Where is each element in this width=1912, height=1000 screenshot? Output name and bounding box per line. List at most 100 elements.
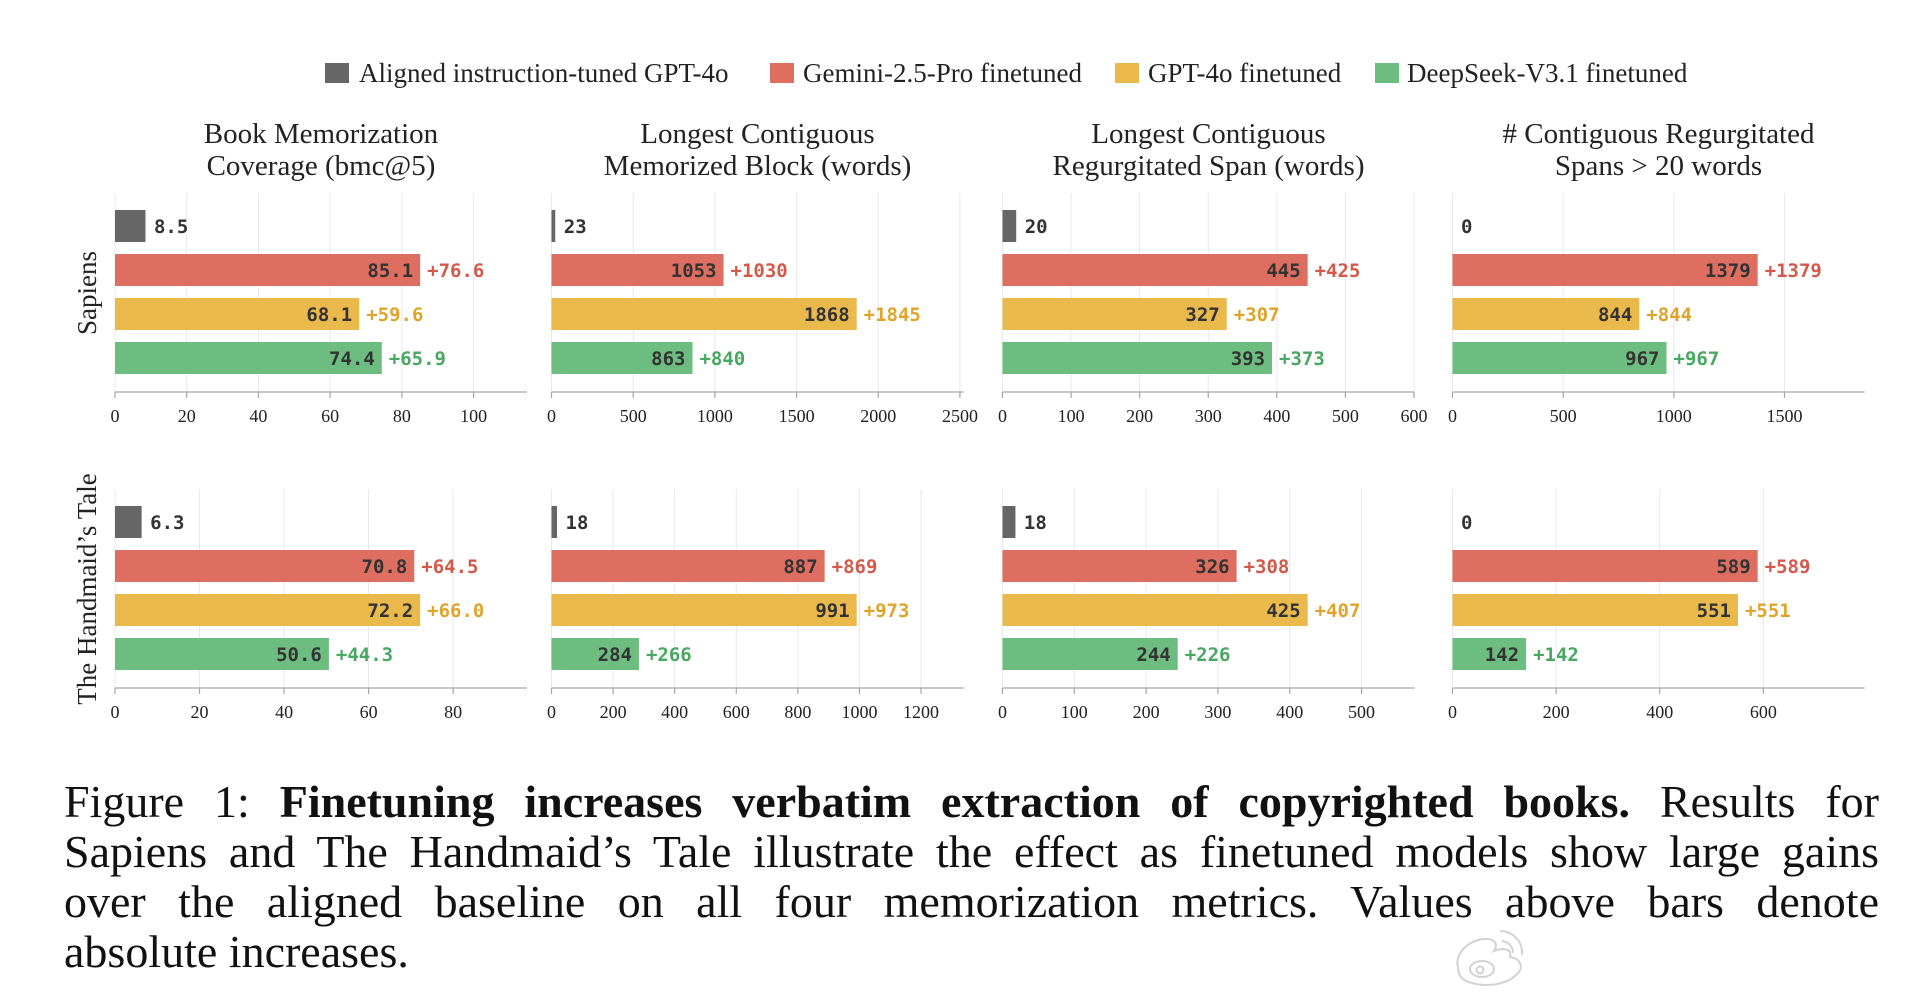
figure-chart: Aligned instruction-tuned GPT-4o Gemini-… [72, 58, 1865, 722]
bar-sapiens-longest-block-gpt4o [551, 298, 857, 330]
x-tick-label: 100 [1058, 406, 1085, 426]
bar-sapiens-longest-block-gemini [551, 254, 724, 286]
column-title-span-count-line-1: # Contiguous Regurgitated [1502, 118, 1815, 150]
x-tick-label: 500 [1348, 702, 1375, 722]
panel-sapiens-longest-block: 0 500 1000 1500 2000 2500 23 1053 +1030 1868 +1845… [547, 193, 978, 426]
bar-sapiens-bmc-deepseek [115, 342, 382, 374]
x-tick-label: 200 [600, 702, 627, 722]
value-label-gemini: 1053 [671, 260, 717, 282]
value-label-gemini: 326 [1195, 556, 1229, 578]
bar-handmaids-tale-longest-span-gpt4o [1002, 594, 1308, 626]
x-tick-label: 500 [1550, 406, 1577, 426]
row-label-sapiens: Sapiens [72, 251, 102, 335]
value-label-aligned-gpt4o: 6.3 [150, 512, 184, 534]
value-label-aligned-gpt4o: 20 [1025, 216, 1048, 238]
legend: Aligned instruction-tuned GPT-4o Gemini-… [325, 58, 1688, 88]
bar-sapiens-longest-block-deepseek [551, 342, 693, 374]
x-tick-label: 600 [723, 702, 750, 722]
value-label-aligned-gpt4o: 8.5 [154, 216, 188, 238]
bar-handmaids-tale-longest-span-gemini [1002, 550, 1237, 582]
legend-swatch-gemini [770, 63, 794, 83]
legend-swatch-deepseek [1375, 63, 1399, 83]
x-tick-label: 800 [784, 702, 811, 722]
increase-label-gemini: +1030 [731, 260, 788, 282]
x-tick-label: 1500 [1766, 406, 1802, 426]
increase-label-gemini: +64.5 [421, 556, 478, 578]
x-tick-label: 40 [275, 702, 293, 722]
caption-line-4: absolute increases. [64, 926, 409, 977]
x-tick-label: 0 [1448, 702, 1457, 722]
x-tick-label: 400 [1646, 702, 1673, 722]
value-label-gemini: 589 [1716, 556, 1750, 578]
row-label-handmaids-tale: The Handmaid’s Tale [72, 473, 102, 705]
value-label-deepseek: 74.4 [329, 348, 375, 370]
bar-sapiens-span-count-gpt4o [1452, 298, 1640, 330]
watermark-weibo-logo-icon [1456, 929, 1524, 986]
column-title-longest-block-line-1: Longest Contiguous [640, 118, 874, 150]
bar-sapiens-longest-span-deepseek [1002, 342, 1273, 374]
bar-sapiens-longest-span-gemini [1002, 254, 1308, 286]
x-tick-label: 400 [1276, 702, 1303, 722]
x-tick-label: 40 [249, 406, 267, 426]
x-tick-label: 1000 [697, 406, 733, 426]
increase-label-gpt4o: +59.6 [366, 304, 423, 326]
increase-label-gemini: +589 [1765, 556, 1811, 578]
value-label-gpt4o: 551 [1697, 600, 1731, 622]
x-tick-label: 2500 [942, 406, 978, 426]
value-label-gemini: 887 [783, 556, 817, 578]
x-tick-label: 1200 [903, 702, 939, 722]
x-tick-label: 0 [1448, 406, 1457, 426]
increase-label-deepseek: +373 [1279, 348, 1325, 370]
value-label-aligned-gpt4o: 18 [1024, 512, 1047, 534]
x-tick-label: 80 [393, 406, 411, 426]
value-label-deepseek: 863 [651, 348, 685, 370]
x-tick-label: 100 [460, 406, 487, 426]
increase-label-gemini: +76.6 [427, 260, 484, 282]
bar-sapiens-bmc-gemini [115, 254, 421, 286]
value-label-deepseek: 284 [598, 644, 632, 666]
bar-handmaids-tale-longest-span-deepseek [1002, 638, 1178, 670]
caption-title: Finetuning increases verbatim extraction… [279, 776, 1631, 827]
x-tick-label: 80 [444, 702, 462, 722]
increase-label-gpt4o: +844 [1646, 304, 1692, 326]
increase-label-gemini: +1379 [1765, 260, 1822, 282]
increase-label-deepseek: +266 [646, 644, 692, 666]
panel-handmaids-tale-longest-span: 0 100 200 300 400 500 18 326 +308 425 +407 244 +226 [998, 489, 1415, 722]
x-tick-label: 200 [1126, 406, 1153, 426]
value-label-aligned-gpt4o: 0 [1461, 216, 1472, 238]
value-label-gpt4o: 327 [1185, 304, 1219, 326]
x-tick-label: 1000 [1656, 406, 1692, 426]
x-tick-label: 300 [1204, 702, 1231, 722]
value-label-gemini: 85.1 [367, 260, 413, 282]
column-titles: Book Memorization Coverage (bmc@5) Longe… [204, 118, 1815, 182]
bar-sapiens-span-count-deepseek [1452, 342, 1667, 374]
watermark [1456, 929, 1524, 986]
increase-label-gpt4o: +307 [1234, 304, 1280, 326]
legend-label-deepseek: DeepSeek-V3.1 finetuned [1407, 58, 1688, 88]
x-tick-label: 400 [1263, 406, 1290, 426]
caption-text-start: Results for [1659, 776, 1879, 827]
bar-handmaids-tale-longest-block-deepseek [551, 638, 639, 670]
column-title-longest-block-line-2: Memorized Block (words) [604, 150, 912, 182]
x-tick-label: 0 [111, 406, 120, 426]
bar-sapiens-longest-block-aligned-gpt4o [551, 210, 556, 242]
panel-sapiens-bmc: 0 20 40 60 80 100 8.5 85.1 +76.6 68.1 +59.6 74.4 +65… [111, 193, 527, 426]
caption-line-1: Figure 1: Finetuning increases verbatim … [64, 777, 1879, 827]
bar-sapiens-bmc-gpt4o [115, 298, 360, 330]
value-label-gpt4o: 1868 [804, 304, 850, 326]
bar-handmaids-tale-span-count-deepseek [1452, 638, 1527, 670]
bar-handmaids-tale-longest-block-aligned-gpt4o [551, 506, 558, 538]
x-tick-label: 400 [661, 702, 688, 722]
increase-label-gemini: +869 [832, 556, 878, 578]
x-tick-label: 200 [1543, 702, 1570, 722]
increase-label-deepseek: +142 [1533, 644, 1579, 666]
legend-swatch-aligned-gpt4o [325, 63, 349, 83]
x-tick-label: 1000 [841, 702, 877, 722]
increase-label-deepseek: +65.9 [389, 348, 446, 370]
increase-label-deepseek: +967 [1674, 348, 1720, 370]
bar-sapiens-bmc-aligned-gpt4o [115, 210, 146, 242]
row-labels: Sapiens The Handmaid’s Tale [72, 251, 102, 705]
increase-label-gpt4o: +973 [864, 600, 910, 622]
column-title-bmc-line-1: Book Memorization [204, 118, 439, 150]
bar-sapiens-longest-span-aligned-gpt4o [1002, 210, 1017, 242]
